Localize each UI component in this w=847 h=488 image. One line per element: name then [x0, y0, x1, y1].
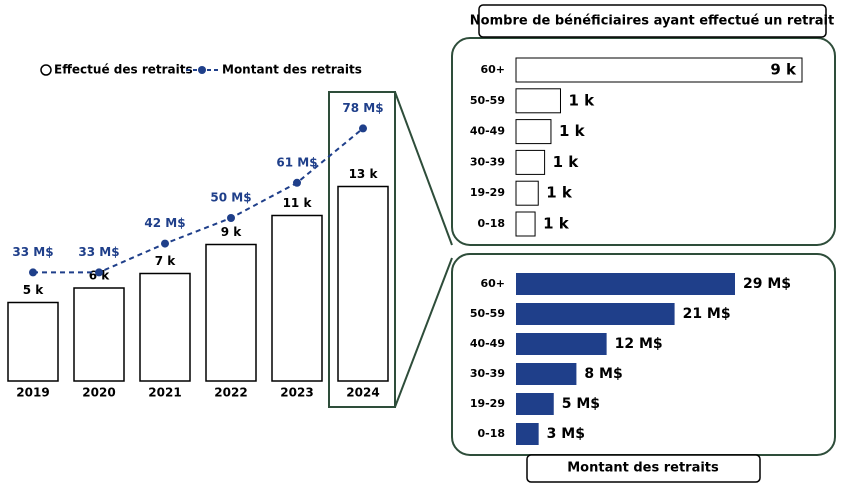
y-tick-label: 0-18: [477, 427, 505, 440]
data-label: 42 M$: [144, 216, 185, 230]
data-label: 5 k: [23, 283, 45, 297]
legend-label: Effectué des retraits: [54, 63, 193, 77]
line-point: [227, 214, 235, 222]
title-box: [478, 4, 827, 38]
data-label: 21 M$: [683, 306, 731, 322]
data-label: 7 k: [155, 254, 177, 268]
data-label: 33 M$: [78, 245, 119, 259]
bar: [515, 88, 561, 114]
bar: [271, 214, 323, 382]
bar: [516, 273, 735, 295]
data-label: 9 k: [221, 225, 243, 239]
data-label: 5 M$: [562, 396, 600, 412]
data-label: 78 M$: [342, 101, 383, 115]
line-point: [161, 239, 169, 248]
bar: [516, 303, 675, 325]
data-label: 11 k: [283, 196, 313, 210]
y-tick-label: 0-18: [477, 217, 505, 230]
data-label: 61 M$: [276, 155, 317, 169]
y-tick-label: 19-29: [470, 186, 505, 199]
x-tick-label: 2019: [16, 386, 49, 400]
data-label: 3 M$: [547, 426, 585, 442]
bar: [515, 180, 539, 206]
x-tick-label: 2023: [280, 386, 313, 400]
y-tick-label: 30-39: [470, 155, 505, 168]
legend-marker: [40, 64, 52, 76]
y-tick-label: 50-59: [470, 307, 505, 320]
bar: [73, 287, 125, 382]
x-tick-label: 2021: [148, 386, 181, 400]
x-tick-label: 2022: [214, 386, 247, 400]
data-label: 50 M$: [210, 191, 251, 205]
y-tick-label: 60+: [480, 63, 505, 76]
data-label: 29 M$: [743, 276, 791, 292]
data-label: 12 M$: [615, 336, 663, 352]
bar: [515, 149, 546, 175]
bar: [516, 363, 577, 385]
chart-title: Nombre de bénéficiaires ayant effectué u…: [470, 14, 834, 29]
data-label: 13 k: [349, 167, 379, 181]
data-label: 1 k: [546, 184, 573, 202]
data-label: 33 M$: [12, 245, 53, 259]
data-label: 9 k: [770, 61, 797, 79]
line-point: [95, 268, 103, 277]
y-tick-label: 30-39: [470, 367, 505, 380]
legend-label: Montant des retraits: [222, 63, 362, 77]
y-tick-label: 19-29: [470, 397, 505, 410]
bar: [516, 423, 539, 445]
bar: [205, 243, 257, 382]
bar: [515, 211, 536, 237]
highlight-box: [328, 91, 396, 408]
line-point: [359, 124, 367, 133]
y-tick-label: 50-59: [470, 94, 505, 107]
bar: [516, 393, 554, 415]
line-point: [29, 268, 37, 277]
data-label: 1 k: [559, 122, 586, 140]
data-label: 8 M$: [584, 366, 622, 382]
bar: [515, 119, 552, 145]
data-label: 1 k: [568, 91, 595, 109]
x-tick-label: 2024: [346, 386, 379, 400]
legend-marker: [198, 66, 206, 74]
line-point: [293, 178, 301, 187]
y-tick-label: 60+: [480, 277, 505, 290]
y-tick-label: 40-49: [470, 337, 505, 350]
connector: [394, 257, 453, 408]
connector: [394, 91, 453, 246]
y-tick-label: 40-49: [470, 125, 505, 138]
bar: [516, 333, 607, 355]
bar: [139, 272, 191, 382]
line: [33, 127, 364, 274]
chart-title: Montant des retraits: [567, 461, 719, 476]
data-label: 1 k: [553, 153, 580, 171]
bar: [515, 57, 803, 83]
title-box: [526, 454, 761, 483]
bar: [7, 301, 59, 382]
bar: [337, 185, 389, 382]
x-tick-label: 2020: [82, 386, 115, 400]
data-label: 1 k: [543, 215, 570, 233]
